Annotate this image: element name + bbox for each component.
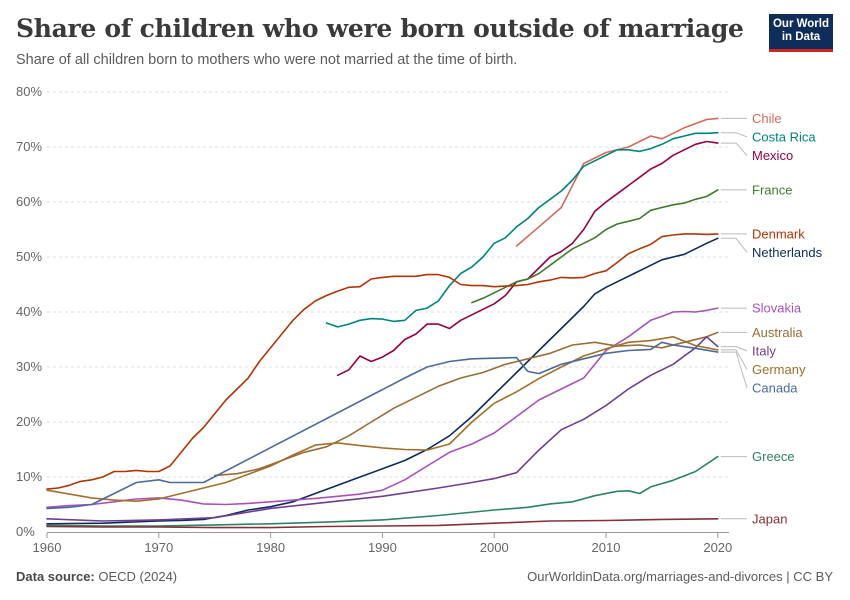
logo-line-2: in Data [781, 31, 821, 43]
y-tick-label: 70% [16, 139, 42, 154]
legend-label-japan[interactable]: Japan [752, 511, 787, 526]
series-line-germany[interactable] [46, 336, 719, 502]
x-tick-label: 2000 [480, 540, 509, 555]
legend-label-germany[interactable]: Germany [752, 362, 806, 377]
series-lines [46, 117, 719, 529]
x-tick-label: 1970 [144, 540, 173, 555]
legend-connector-germany [720, 349, 748, 370]
series-line-canada[interactable] [46, 341, 719, 510]
series-line-chile[interactable] [515, 117, 719, 247]
legend-label-italy[interactable]: Italy [752, 343, 776, 358]
legend-label-france[interactable]: France [752, 182, 792, 197]
legend: Chile Costa Rica Mexico France Denmark Nether… [720, 111, 823, 526]
legend-connector-canada [720, 351, 748, 389]
series-line-australia[interactable] [213, 331, 719, 477]
series-line-denmark[interactable] [46, 233, 719, 490]
legend-label-mexico[interactable]: Mexico [752, 148, 793, 163]
legend-connector-mexico [720, 142, 748, 156]
legend-connector-netherlands [720, 237, 748, 253]
series-line-mexico[interactable] [336, 140, 719, 377]
x-tick-label: 2020 [703, 540, 732, 555]
owid-logo[interactable]: Our World in Data [769, 14, 833, 52]
series-line-netherlands[interactable] [46, 237, 719, 525]
data-source-label: Data source: [16, 569, 95, 584]
y-tick-label: 30% [16, 359, 42, 374]
y-tick-label: 40% [16, 304, 42, 319]
x-tick-label: 2010 [592, 540, 621, 555]
series-line-france[interactable] [471, 189, 719, 304]
legend-connector-italy [720, 346, 748, 352]
y-axis-ticks: 0% 10% 20% 30% 40% 50% 60% 70% 80% [16, 84, 42, 539]
legend-label-australia[interactable]: Australia [752, 325, 803, 340]
logo-line-1: Our World [772, 18, 829, 30]
y-tick-label: 10% [16, 469, 42, 484]
y-tick-label: 20% [16, 414, 42, 429]
y-tick-label: 50% [16, 249, 42, 264]
y-tick-label: 0% [16, 524, 35, 539]
x-tick-label: 1980 [256, 540, 285, 555]
data-source-value[interactable]: OECD (2024) [98, 569, 178, 584]
x-axis: 1960 1970 1980 1990 2000 2010 2020 [33, 532, 732, 555]
x-tick-label: 1990 [368, 540, 397, 555]
legend-label-canada[interactable]: Canada [752, 380, 798, 395]
legend-connector-costa-rica [720, 132, 748, 138]
legend-label-chile[interactable]: Chile [752, 111, 782, 126]
legend-label-greece[interactable]: Greece [752, 449, 795, 464]
chart-subtitle: Share of all children born to mothers wh… [16, 52, 518, 68]
legend-label-denmark[interactable]: Denmark [752, 226, 805, 241]
series-line-japan[interactable] [46, 518, 719, 529]
x-tick-label: 1960 [33, 540, 62, 555]
y-tick-label: 60% [16, 194, 42, 209]
data-source: Data source: OECD (2024) [16, 569, 177, 584]
legend-label-costa-rica[interactable]: Costa Rica [752, 129, 816, 144]
legend-label-slovakia[interactable]: Slovakia [752, 301, 802, 316]
line-chart: 0%10%20%30%40%50%60%70%80% 1960 1970 1980 1… [16, 84, 823, 555]
y-tick-label: 80% [16, 84, 42, 99]
legend-label-netherlands[interactable]: Netherlands [752, 245, 823, 260]
chart-title: Share of children who were born outside … [16, 14, 744, 43]
series-line-italy[interactable] [46, 336, 719, 522]
source-url[interactable]: OurWorldinData.org/marriages-and-divorce… [527, 569, 833, 584]
series-line-greece[interactable] [46, 455, 719, 527]
series-line-costa-rica[interactable] [325, 131, 719, 328]
series-line-slovakia[interactable] [46, 307, 719, 509]
